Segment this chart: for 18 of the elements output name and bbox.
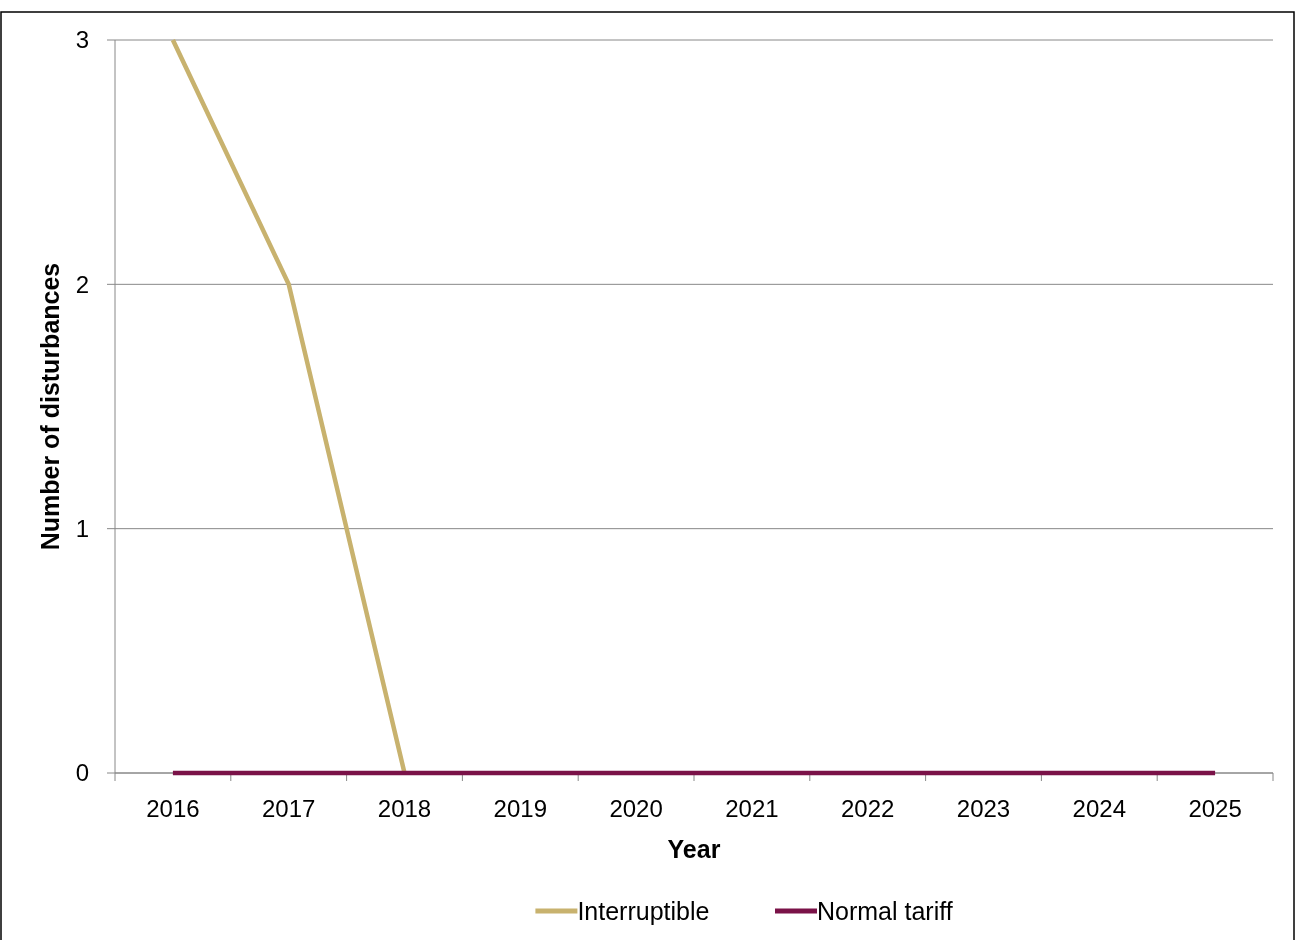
x-tick-label: 2023 <box>956 795 1011 822</box>
x-tick-label: 2024 <box>1072 795 1126 822</box>
legend-label: Interruptible <box>577 896 710 925</box>
y-tick-label: 1 <box>75 515 89 543</box>
x-tick-label: 2022 <box>841 795 895 822</box>
x-tick-label: 2017 <box>262 795 316 822</box>
y-tick-label: 0 <box>75 759 89 787</box>
x-tick-label: 2018 <box>377 795 432 822</box>
x-tick-label: 2020 <box>609 795 663 822</box>
y-tick-label: 3 <box>75 26 89 54</box>
y-axis-title: Number of disturbances <box>36 262 64 551</box>
x-axis-title: Year <box>667 835 721 863</box>
y-tick-label: 2 <box>75 270 89 298</box>
x-tick-label: 2021 <box>725 795 779 822</box>
x-tick-label: 2025 <box>1188 795 1242 822</box>
legend-label: Normal tariff <box>817 896 953 925</box>
x-tick-label: 2016 <box>146 795 200 822</box>
x-tick-label: 2019 <box>493 795 547 822</box>
